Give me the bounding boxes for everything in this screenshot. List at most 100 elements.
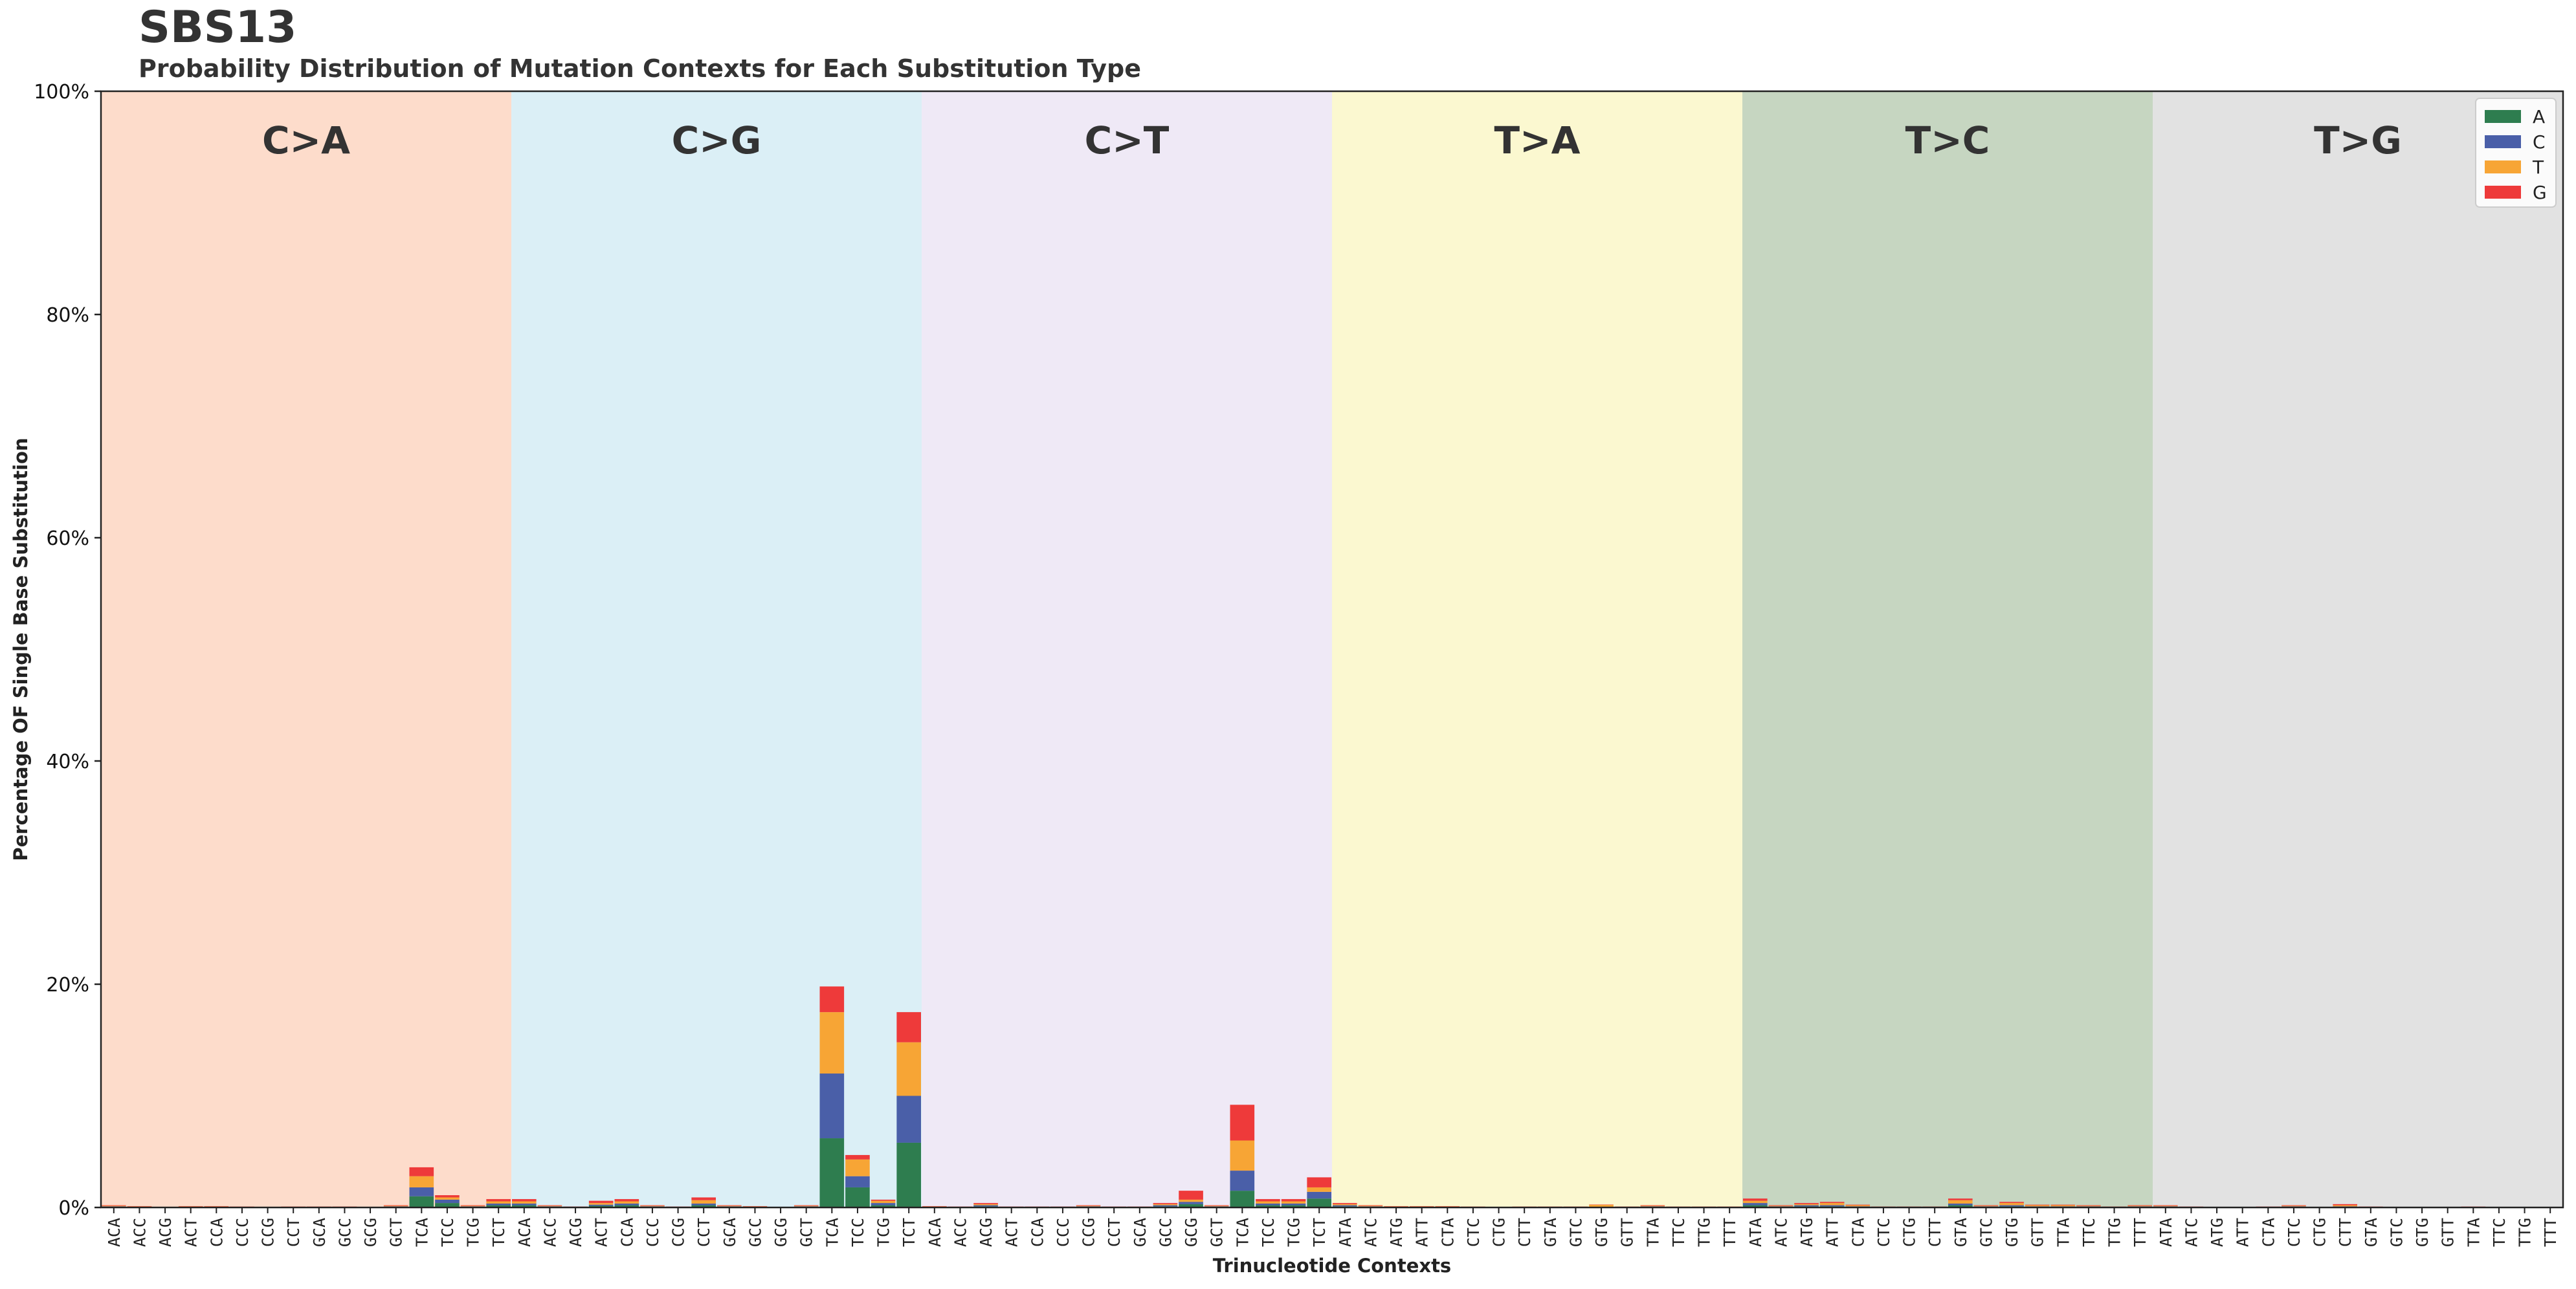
group-band-3 bbox=[1332, 91, 1742, 1207]
bar-segment-t bbox=[1230, 1140, 1255, 1171]
bar-segment-g bbox=[1743, 1198, 1768, 1201]
bar-segment-c bbox=[1973, 1206, 1999, 1207]
bar-segment-g bbox=[1819, 1202, 1845, 1204]
bar-segment-g bbox=[819, 986, 845, 1013]
x-tick-label: ATA bbox=[1336, 1218, 1355, 1247]
bar-segment-c bbox=[896, 1096, 921, 1143]
bar-segment-a bbox=[1281, 1205, 1306, 1207]
x-tick-label: GCT bbox=[797, 1218, 816, 1247]
bar-segment-c bbox=[1999, 1205, 2024, 1207]
bar-segment-c bbox=[2282, 1206, 2306, 1207]
bar-segment-g bbox=[1435, 1206, 1460, 1207]
x-tick-label: ATT bbox=[1413, 1218, 1432, 1247]
bar-segment-c bbox=[2076, 1206, 2101, 1207]
x-tick-label: ACT bbox=[592, 1218, 611, 1247]
bar-segment-c bbox=[383, 1206, 408, 1207]
y-tick-label: 100% bbox=[34, 81, 89, 104]
bar-segment-t bbox=[1256, 1201, 1280, 1204]
bar-segment-t bbox=[922, 1206, 947, 1207]
x-tick-label: ATT bbox=[1823, 1218, 1842, 1247]
bar-segment-c bbox=[614, 1203, 639, 1206]
x-tick-label: CTT bbox=[1926, 1218, 1944, 1247]
bar-segment-c bbox=[1256, 1203, 1280, 1206]
y-tick-label: 40% bbox=[46, 751, 89, 773]
bar-segment-g bbox=[871, 1199, 896, 1201]
bar-segment-c bbox=[1743, 1203, 1768, 1206]
x-tick-label: TTC bbox=[2490, 1218, 2509, 1247]
x-tick-label: GCC bbox=[335, 1218, 354, 1247]
bar-segment-c bbox=[1358, 1206, 1383, 1207]
legend-swatch-g bbox=[2485, 186, 2521, 199]
x-tick-label: TCA bbox=[1233, 1218, 1252, 1247]
bar-segment-t bbox=[1179, 1199, 1203, 1202]
bar-segment-c bbox=[512, 1203, 537, 1206]
bar-segment-g bbox=[204, 1206, 229, 1207]
bar-segment-a bbox=[512, 1205, 537, 1207]
x-tick-label: CTC bbox=[2285, 1218, 2304, 1247]
bar-segment-t bbox=[871, 1200, 896, 1204]
legend-swatch-c bbox=[2485, 135, 2521, 148]
bar-segment-g bbox=[1153, 1203, 1178, 1204]
x-tick-label: TTG bbox=[1695, 1218, 1714, 1247]
bar-segment-g bbox=[409, 1167, 434, 1176]
bar-segment-t bbox=[1794, 1204, 1819, 1206]
bar-segment-c bbox=[717, 1206, 742, 1207]
x-tick-label: GTG bbox=[1592, 1218, 1611, 1247]
group-band-5 bbox=[2153, 91, 2563, 1207]
x-tick-label: TTA bbox=[2054, 1218, 2072, 1247]
bar-segment-c bbox=[2025, 1206, 2050, 1207]
bar-segment-g bbox=[1999, 1202, 2024, 1204]
x-tick-label: CCA bbox=[617, 1218, 636, 1247]
group-label: C>G bbox=[672, 118, 762, 162]
bar-segment-g bbox=[1281, 1199, 1306, 1202]
bar-segment-g bbox=[691, 1197, 716, 1200]
bar-segment-g bbox=[1845, 1204, 1871, 1206]
bar-segment-g bbox=[1307, 1177, 1331, 1187]
x-tick-label: GCT bbox=[1208, 1218, 1227, 1247]
bar-segment-t bbox=[1999, 1203, 2024, 1206]
bar-segment-t bbox=[512, 1201, 537, 1204]
bar-segment-a bbox=[1307, 1198, 1331, 1207]
bar-segment-g bbox=[1589, 1204, 1614, 1206]
legend-label: G bbox=[2533, 182, 2547, 203]
x-tick-label: GCG bbox=[772, 1218, 790, 1247]
plot-frame bbox=[100, 90, 2564, 1209]
x-tick-label: ATC bbox=[1771, 1218, 1790, 1247]
x-tick-label: ATC bbox=[1361, 1218, 1380, 1247]
x-tick-label: GCA bbox=[310, 1218, 329, 1247]
bar-segment-c bbox=[691, 1203, 716, 1206]
legend-label: C bbox=[2533, 131, 2546, 153]
x-tick-label: CTG bbox=[1900, 1218, 1919, 1247]
x-tick-label: CCT bbox=[284, 1218, 303, 1247]
x-tick-label: CCC bbox=[643, 1218, 662, 1247]
x-tick-label: ACT bbox=[1003, 1218, 1021, 1247]
bar-segment-t bbox=[1948, 1200, 1973, 1204]
bar-segment-g bbox=[127, 1206, 152, 1207]
bar-segment-t bbox=[614, 1201, 639, 1204]
y-tick-label: 20% bbox=[46, 974, 89, 997]
x-tick-label: GTA bbox=[1541, 1218, 1560, 1247]
x-tick-label: TTG bbox=[2105, 1218, 2124, 1247]
bar-segment-t bbox=[819, 1012, 845, 1074]
bar-segment-g bbox=[2050, 1204, 2076, 1206]
bar-segment-t bbox=[845, 1159, 870, 1176]
bar-segment-c bbox=[2153, 1206, 2178, 1207]
legend-swatch-t bbox=[2485, 160, 2521, 173]
bar-segment-c bbox=[794, 1206, 819, 1207]
bar-segment-a bbox=[1179, 1204, 1203, 1207]
bar-segment-t bbox=[1333, 1204, 1357, 1206]
bar-segment-c bbox=[973, 1205, 998, 1207]
bar-segment-c bbox=[2127, 1206, 2152, 1207]
group-band-4 bbox=[1742, 91, 2153, 1207]
x-tick-label: ACC bbox=[540, 1218, 559, 1247]
chart-subtitle: Probability Distribution of Mutation Con… bbox=[139, 54, 1141, 83]
x-tick-label: TCT bbox=[900, 1218, 918, 1247]
x-tick-label: ACG bbox=[566, 1218, 585, 1247]
x-tick-label: CCC bbox=[233, 1218, 252, 1247]
x-tick-label: GCG bbox=[361, 1218, 380, 1247]
x-tick-label: TTT bbox=[2541, 1218, 2560, 1247]
x-tick-label: ACA bbox=[926, 1218, 944, 1247]
x-tick-label: CTA bbox=[1438, 1218, 1457, 1247]
x-tick-label: TTC bbox=[1669, 1218, 1688, 1247]
x-tick-label: CTC bbox=[1874, 1218, 1893, 1247]
